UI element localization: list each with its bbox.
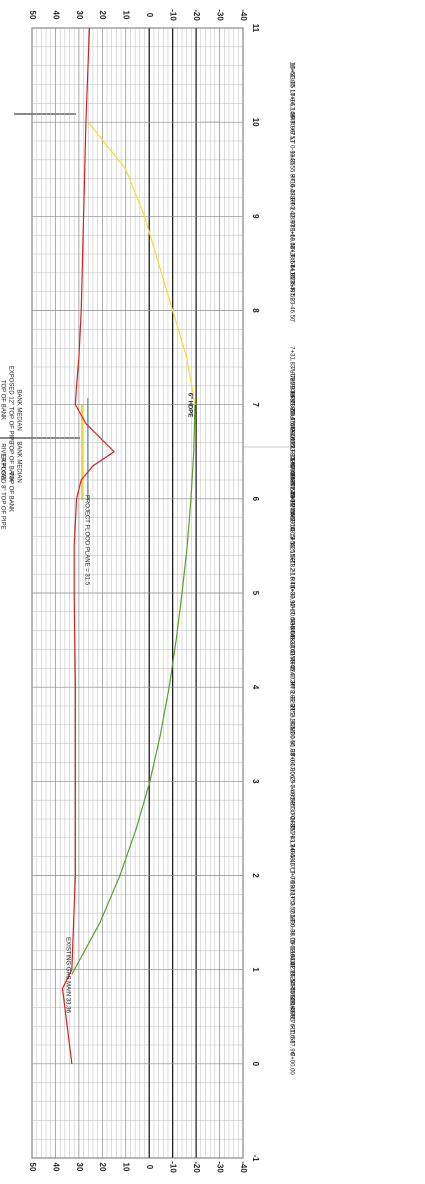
side-note: RIVER FLOW	[0, 443, 5, 481]
side-note: TOP OF BANK	[7, 442, 13, 482]
side-note: BANK MEDIAN	[15, 389, 21, 430]
x-tick-label: -1	[251, 1154, 260, 1162]
y-tick-label: -10	[169, 1161, 178, 1173]
annotation: PROJECT FLOOD PLANE = 31.5	[83, 495, 89, 586]
station-label: 10+06.14 RT 8-9.53'	[288, 89, 294, 143]
profile-line	[87, 121, 196, 405]
station-label: 2+74.95 RT 0-04.85'	[288, 778, 294, 832]
station-label: 9+80.67 LT 0-13.35'	[288, 113, 294, 166]
x-tick-label: 7	[251, 402, 260, 407]
station-label: 4+44.43 LT 1-53.45'	[288, 619, 294, 672]
y-tick-label: -40	[239, 1161, 248, 1173]
station-label: 5+92.70 RT 35-27.40'	[288, 477, 294, 535]
annotation: 6" HDPE	[186, 393, 192, 418]
x-tick-label: 1	[251, 967, 260, 972]
y-tick-label: 50	[28, 11, 37, 20]
y-tick-label: 30	[75, 1163, 84, 1172]
x-tick-label: 3	[251, 779, 260, 784]
y-tick-label: -40	[239, 9, 248, 21]
y-tick-label: 50	[28, 1163, 37, 1172]
station-label: 9+16.27 RT 2-18.93'	[288, 174, 294, 228]
y-tick-label: -20	[192, 1161, 201, 1173]
station-label: 4+02.07 RT 2-32.21'	[288, 658, 294, 712]
station-label: 6+06.88 LT 00-27.40'	[288, 464, 294, 520]
station-label: 10+51.00	[288, 62, 294, 88]
y-tick-label: 40	[51, 11, 60, 20]
station-label: 0+94.22 LT 54-47.32'	[288, 947, 294, 1003]
station-label: 8+60.44 LT 8-44.35'	[288, 227, 294, 280]
station-label: 4+60.57 RT 2-34.41'	[288, 602, 294, 656]
y-tick-label: -10	[169, 9, 178, 21]
station-label: 0+48.98 RT 6-11.58'	[288, 991, 294, 1045]
y-tick-label: 10	[122, 1163, 131, 1172]
station-label: 0+37.17 RT 6-17.96'	[288, 1002, 294, 1056]
station-label: 6+46.22 RT 25-03.52'	[288, 427, 294, 485]
y-tick-label: 20	[98, 11, 107, 20]
station-label: 2+33.79 LT 0-48.17'	[288, 817, 294, 870]
x-tick-label: 2	[251, 873, 260, 878]
station-label: 5+13.21 RT 0-33.92'	[288, 554, 294, 608]
station-label: 6+83.89 LT 27-19.65'	[288, 391, 294, 447]
station-label: 7+08.79 RT 23-03.45'	[288, 367, 294, 425]
station-label: 6+51.11 LT 18-67.59'	[288, 423, 294, 479]
profile-line	[71, 404, 196, 975]
station-label: 2+05.40 LT 0-99.61'	[288, 844, 294, 897]
y-tick-label: -30	[215, 9, 224, 21]
x-tick-label: 9	[251, 214, 260, 219]
profile-line	[61, 27, 115, 1064]
station-label: 8+18.35 RT 23-46.50'	[288, 265, 294, 323]
x-tick-label: 11	[251, 24, 260, 33]
x-tick-label: 6	[251, 497, 260, 502]
station-label: 1+02.63 LT 26-17.55'	[288, 939, 294, 995]
station-label: 3+78.89 RT 2-18.55'	[288, 680, 294, 734]
station-label: 5+32.51 RT 2-18.45'	[288, 535, 294, 589]
station-label: 7+01.33 RT 23-47.42'	[288, 375, 294, 433]
station-label: 8+93.42 RT 1-18.53'	[288, 196, 294, 250]
station-label: 6+13.14 RT 49-11.75'	[288, 458, 294, 515]
y-tick-label: 10	[122, 11, 131, 20]
y-tick-label: 20	[98, 1163, 107, 1172]
x-tick-label: 5	[251, 591, 260, 596]
y-tick-label: 40	[51, 1163, 60, 1172]
station-label: 3+01.80 LT 0-40.53'	[288, 753, 294, 806]
station-label: 1+53.70 LT 0-38.05'	[288, 892, 294, 945]
side-note: EXPOSED 8" TOP OF PIPE	[0, 454, 5, 529]
x-tick-label: 8	[251, 308, 260, 313]
station-label: 8+38.57 LT 28-40.59'	[288, 246, 294, 302]
station-label: 2+53.70 RT 1-43.34'	[288, 797, 294, 851]
station-label: 3+30.56 RT 0-07.06'	[288, 725, 294, 779]
y-tick-label: -20	[192, 9, 201, 21]
side-note: TOP OF BANK	[7, 472, 13, 512]
y-tick-label: 0	[145, 1165, 154, 1170]
side-note: EXPOSED 12" TOP OF PIPE	[7, 366, 13, 445]
annotation: EXISTING GAS MAIN 33.36	[64, 937, 70, 1013]
x-tick-label: 10	[251, 118, 260, 127]
station-label: 9+40.55 RT 0-48.17'	[288, 150, 294, 204]
station-label: 6+33.93 RT 11-97.53'	[288, 438, 294, 495]
x-tick-label: 0	[251, 1062, 260, 1067]
y-tick-label: -30	[215, 1161, 224, 1173]
station-label: 1+30.85 LT 0-10.04'	[288, 914, 294, 967]
y-tick-label: 30	[75, 11, 84, 20]
station-label: 7+31.83 LT 25-37.65'	[288, 346, 294, 402]
station-label: 0+78.28 RT 52-14.96'	[288, 961, 294, 1019]
side-note: BANK MEDIAN	[15, 441, 21, 482]
station-label: 4+27.63 RT 2-40.30'	[288, 634, 294, 688]
x-tick-label: 4	[251, 685, 260, 690]
y-tick-label: 0	[145, 13, 154, 18]
station-label: 5+76.67 LT 16-13.55'	[288, 492, 294, 548]
station-label: 5+59.51 LT 1-21.52'	[288, 510, 294, 563]
station-label: 4+80.17 LT 0-85.08'	[288, 585, 294, 638]
station-label: 0+00.00	[288, 1053, 294, 1076]
station-label: 1+78.30 LT 0-52.50'	[288, 870, 294, 923]
station-label: 3+53.80 LT 0-81.38'	[288, 704, 294, 757]
station-label: 10+33.05 LT 0-17.06'	[288, 63, 294, 119]
side-note: TOP OF BANK	[0, 380, 5, 420]
